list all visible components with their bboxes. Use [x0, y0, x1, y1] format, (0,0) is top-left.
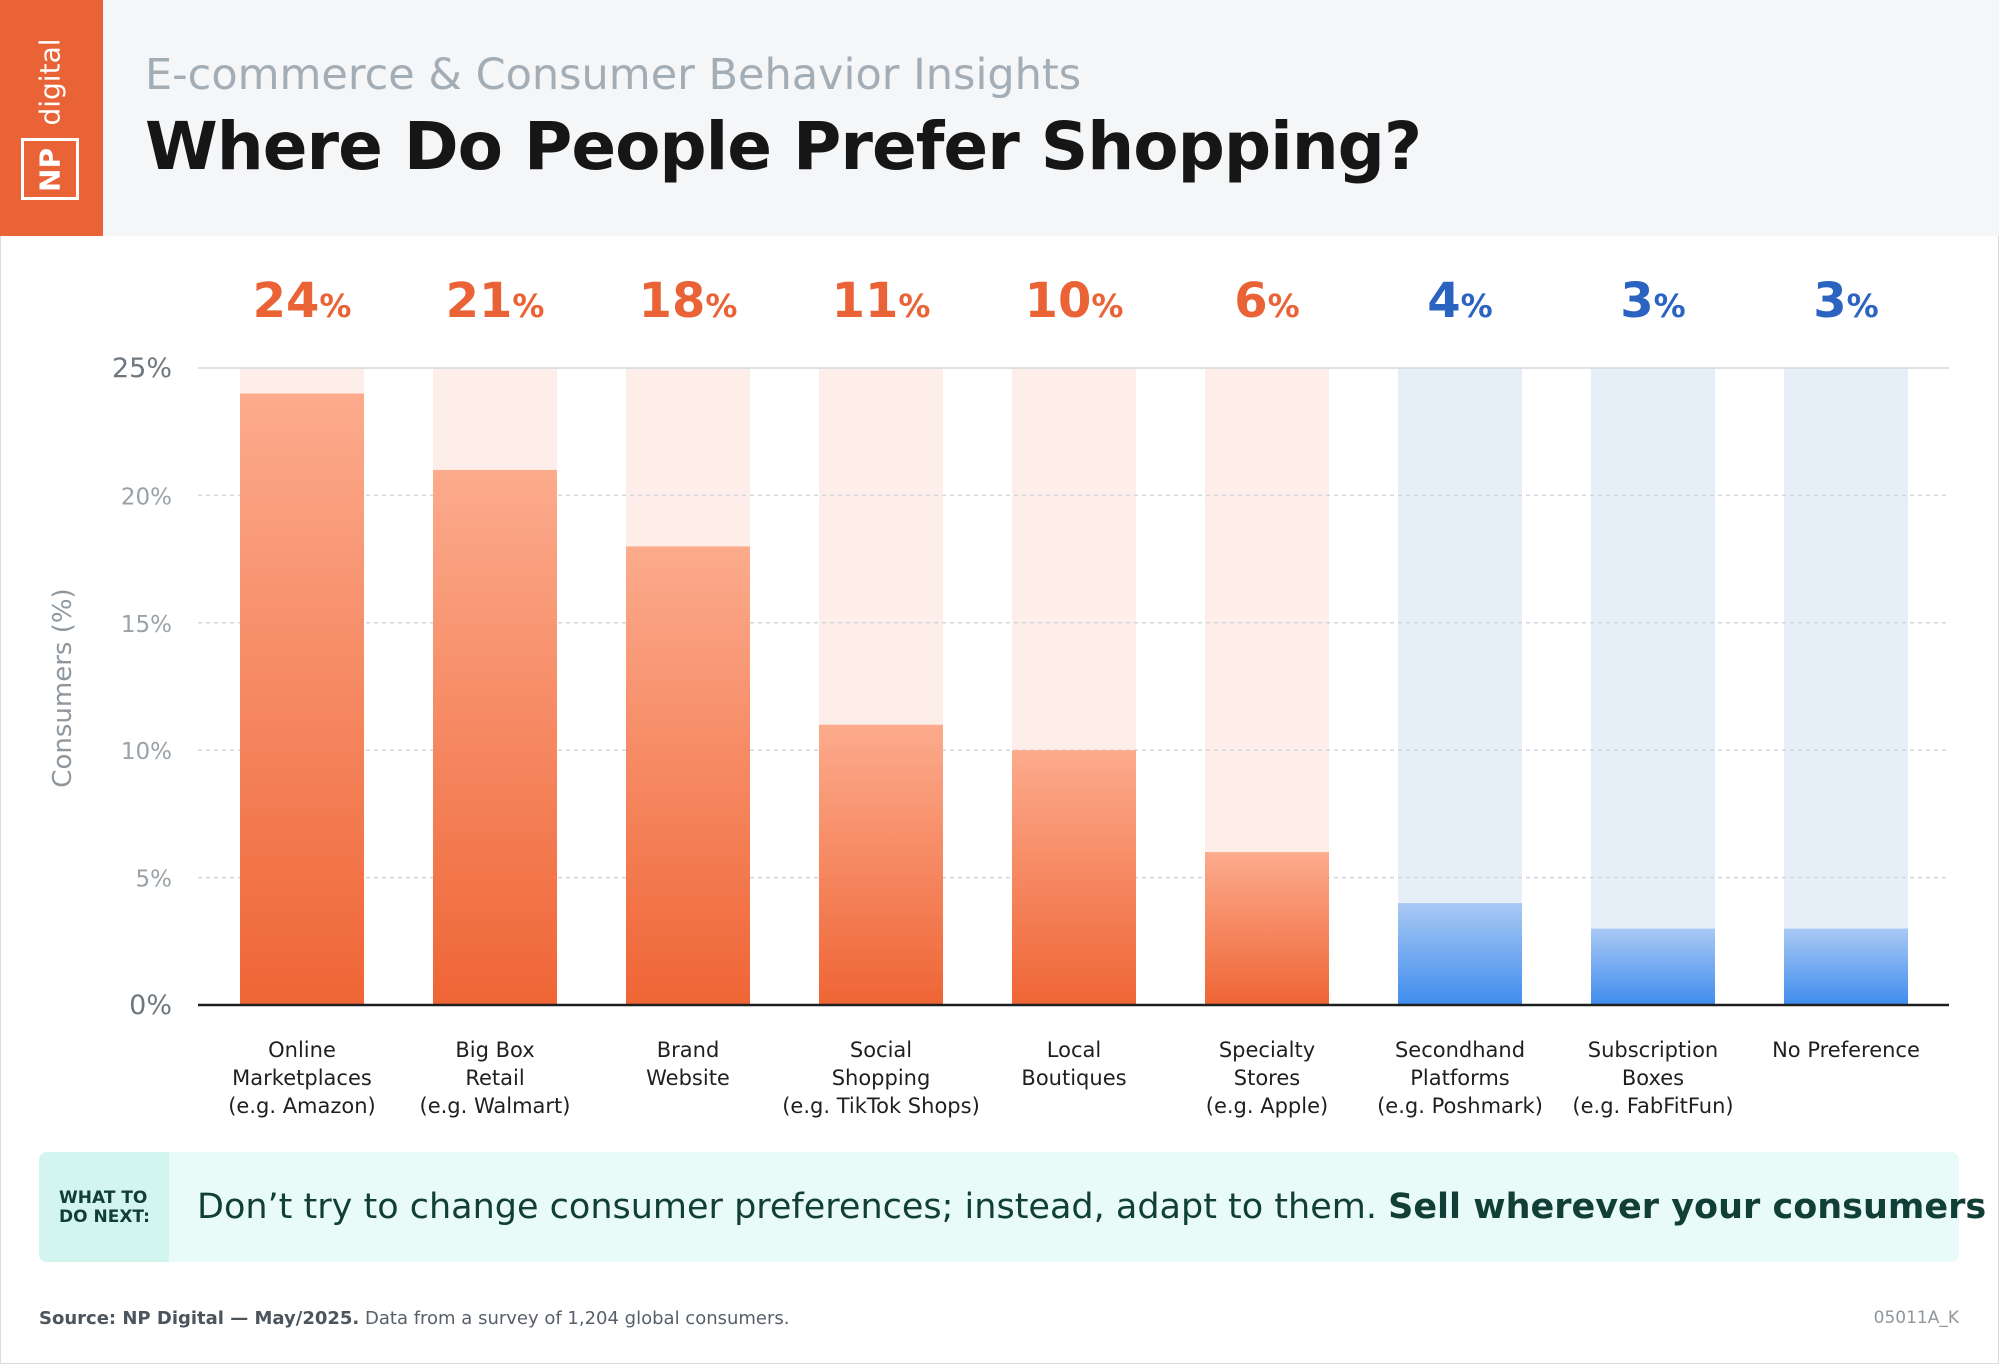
category-label: Specialty Stores (e.g. Apple) [1206, 1038, 1328, 1118]
bar [1205, 852, 1329, 1005]
bar [1591, 928, 1715, 1005]
y-tick-label: 10% [121, 739, 172, 765]
y-tick-label: 0% [129, 990, 172, 1021]
chart-code: 05011A_K [1873, 1308, 1959, 1328]
bar [1784, 928, 1908, 1005]
callout-tag-text: WHAT TO DO NEXT: [59, 1188, 150, 1227]
bar-value-label: 4% [1427, 273, 1492, 329]
bar-chart: 0% 5% 10% 15% 20% 25% 24% 21% 18% 11% 10% 6% 4% 3% 3%… [48, 273, 1949, 1118]
bar [1398, 903, 1522, 1005]
category-label: Secondhand Platforms (e.g. Poshmark) [1377, 1038, 1543, 1118]
np-digital-logo: NP digital [0, 0, 103, 236]
category-label: Local Boutiques [1021, 1038, 1126, 1090]
bar-value-label: 6% [1234, 273, 1299, 329]
logo-digital-text: digital [33, 38, 67, 126]
bar [433, 469, 557, 1005]
bar-track [1398, 368, 1522, 1005]
callout-message: Don’t try to change consumer preferences… [197, 1152, 1999, 1262]
source-note: Source: NP Digital — May/2025. Data from… [39, 1308, 790, 1329]
y-tick-label: 5% [136, 867, 173, 893]
y-tick-label: 25% [112, 353, 172, 384]
bar-track [1591, 368, 1715, 1005]
bar [1012, 750, 1136, 1005]
bar-value-label: 10% [1025, 273, 1124, 329]
y-axis-title: Consumers (%) [48, 588, 78, 787]
category-label: Subscription Boxes (e.g. FabFitFun) [1572, 1038, 1733, 1118]
bar-value-label: 18% [639, 273, 738, 329]
logo-box [21, 138, 79, 200]
callout-emphasis: Sell wherever your consumers are. [1388, 1187, 1999, 1227]
y-tick-label: 15% [121, 612, 172, 638]
bar-track [1784, 368, 1908, 1005]
bar-value-label: 3% [1620, 273, 1685, 329]
what-to-do-next-callout: WHAT TO DO NEXT: Don’t try to change con… [39, 1152, 1999, 1262]
callout-tag: WHAT TO DO NEXT: [39, 1152, 169, 1262]
source-text: Data from a survey of 1,204 global consu… [365, 1308, 790, 1329]
bar [819, 724, 943, 1005]
bar-value-label: 24% [253, 273, 352, 329]
category-label: No Preference [1772, 1038, 1920, 1062]
bar-value-label: 21% [446, 273, 545, 329]
y-tick-label: 20% [121, 484, 172, 510]
source-label: Source: NP Digital — May/2025. [39, 1308, 360, 1329]
category-label: Online Marketplaces (e.g. Amazon) [228, 1038, 376, 1118]
category-label: Social Shopping (e.g. TikTok Shops) [782, 1038, 980, 1118]
callout-message-text: Don’t try to change consumer preferences… [197, 1187, 1377, 1227]
category-label: Brand Website [646, 1038, 730, 1090]
logo-np-text: NP [33, 148, 67, 192]
bar [240, 393, 364, 1005]
header: NP digital E-commerce & Consumer Behavio… [0, 0, 1999, 236]
bar [626, 546, 750, 1005]
page-subtitle: E-commerce & Consumer Behavior Insights [145, 50, 1082, 100]
category-label: Big Box Retail (e.g. Walmart) [420, 1038, 571, 1118]
bar-value-label: 3% [1813, 273, 1878, 329]
bar-value-label: 11% [832, 273, 931, 329]
page-title: Where Do People Prefer Shopping? [145, 108, 1422, 185]
